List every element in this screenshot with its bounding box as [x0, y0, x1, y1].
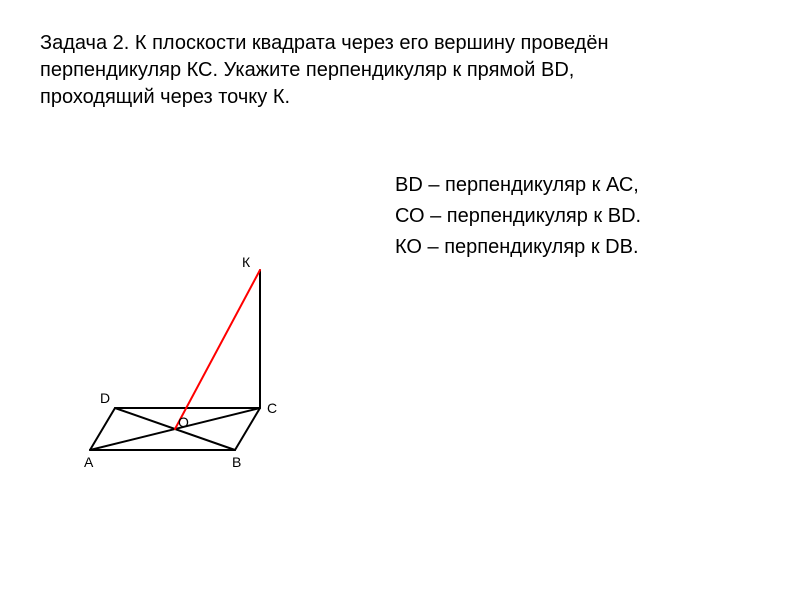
statement-2: СО – перпендикуляр к ВD. — [395, 201, 641, 232]
label-k: К — [242, 254, 250, 270]
label-d: D — [100, 390, 110, 406]
problem-line-2: перпендикуляр КС. Укажите перпендикуляр … — [40, 57, 760, 84]
geometry-diagram: А В С D О К — [60, 250, 310, 480]
statement-1: ВD – перпендикуляр к АС, — [395, 170, 641, 201]
problem-line-3: проходящий через точку К. — [40, 84, 760, 111]
label-c: С — [267, 400, 277, 416]
statement-3: КО – перпендикуляр к DВ. — [395, 232, 641, 263]
solution-statements: ВD – перпендикуляр к АС, СО – перпендику… — [395, 170, 641, 263]
label-b: В — [232, 454, 241, 470]
problem-line-1: Задача 2. К плоскости квадрата через его… — [40, 30, 760, 57]
label-a: А — [84, 454, 93, 470]
problem-statement: Задача 2. К плоскости квадрата через его… — [40, 30, 760, 111]
diagram-svg — [60, 250, 310, 480]
label-o: О — [178, 414, 189, 430]
